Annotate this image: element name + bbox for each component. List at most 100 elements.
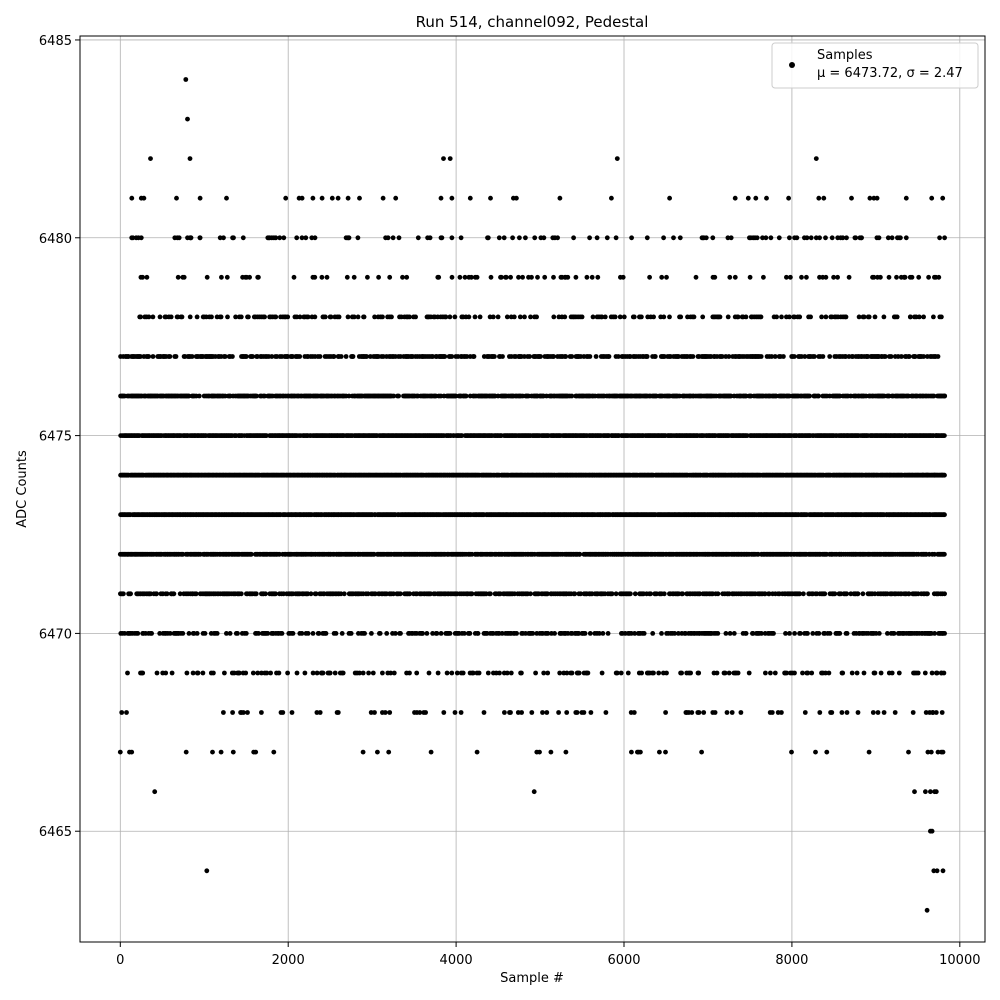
- data-point: [798, 631, 803, 636]
- data-point: [696, 670, 702, 676]
- data-point: [672, 631, 677, 636]
- data-point: [746, 670, 752, 676]
- data-point: [221, 710, 226, 715]
- data-point: [855, 710, 861, 715]
- data-point: [823, 670, 828, 676]
- data-point: [766, 591, 772, 597]
- data-point: [196, 393, 202, 399]
- data-point: [366, 670, 371, 676]
- data-point: [544, 710, 550, 715]
- data-point: [362, 631, 367, 636]
- data-point: [230, 354, 235, 359]
- data-point: [302, 670, 308, 676]
- data-point: [792, 670, 797, 676]
- data-point: [500, 354, 505, 359]
- data-point: [186, 631, 192, 636]
- data-point: [338, 354, 344, 359]
- data-point: [870, 710, 876, 715]
- data-point: [769, 710, 775, 715]
- data-point: [891, 631, 897, 636]
- data-point: [578, 591, 584, 597]
- data-point: [676, 631, 681, 636]
- data-point: [807, 393, 812, 399]
- data-point: [906, 591, 912, 597]
- data-point: [844, 710, 850, 715]
- data-point: [121, 591, 126, 597]
- data-point: [657, 749, 662, 755]
- data-point: [628, 591, 633, 597]
- data-point: [210, 749, 215, 755]
- data-point: [360, 670, 366, 676]
- data-point: [772, 670, 778, 676]
- data-point: [800, 670, 805, 676]
- data-point: [231, 670, 237, 676]
- data-point: [317, 710, 323, 715]
- data-point: [576, 631, 582, 636]
- data-point: [263, 591, 268, 597]
- data-point: [860, 591, 866, 597]
- data-point: [372, 710, 377, 715]
- data-point: [659, 631, 664, 636]
- data-point: [502, 710, 507, 715]
- data-point: [576, 670, 582, 676]
- data-point: [314, 710, 320, 715]
- data-point: [528, 591, 533, 597]
- data-point: [699, 749, 704, 755]
- data-point: [557, 670, 563, 676]
- data-point: [393, 631, 398, 636]
- data-point: [377, 631, 383, 636]
- data-point: [680, 591, 685, 597]
- data-point: [569, 354, 575, 359]
- data-point: [759, 631, 764, 636]
- data-point: [768, 670, 773, 676]
- data-point: [461, 631, 467, 636]
- data-point: [253, 749, 259, 755]
- data-point: [368, 710, 374, 715]
- data-point: [285, 670, 290, 676]
- data-point: [564, 710, 570, 715]
- data-point: [398, 631, 403, 636]
- data-point: [540, 710, 545, 715]
- data-point: [896, 670, 902, 676]
- data-point: [809, 670, 815, 676]
- data-point: [802, 710, 808, 715]
- data-point: [313, 591, 319, 597]
- data-point: [169, 670, 175, 676]
- data-point: [435, 670, 441, 676]
- data-point: [173, 354, 179, 359]
- data-point: [826, 670, 832, 676]
- data-point: [652, 354, 658, 359]
- data-point: [211, 670, 216, 676]
- data-point: [280, 710, 286, 715]
- data-point: [224, 631, 229, 636]
- data-point: [783, 631, 788, 636]
- data-point: [249, 551, 254, 557]
- data-point: [844, 631, 850, 636]
- data-point: [750, 631, 756, 636]
- data-points: [117, 77, 948, 913]
- data-point: [504, 670, 510, 676]
- data-point: [861, 670, 867, 676]
- data-point: [866, 749, 872, 755]
- data-point: [569, 670, 575, 676]
- data-point: [541, 670, 547, 676]
- data-point: [942, 591, 947, 597]
- data-point: [305, 631, 311, 636]
- data-point: [563, 749, 569, 755]
- data-point: [434, 631, 440, 636]
- data-point: [343, 354, 349, 359]
- data-point: [805, 670, 811, 676]
- data-point: [375, 749, 380, 755]
- data-point: [878, 670, 884, 676]
- data-point: [832, 591, 838, 597]
- data-point: [294, 670, 300, 676]
- data-point: [664, 670, 669, 676]
- data-point: [338, 591, 344, 597]
- data-point: [163, 670, 169, 676]
- data-point: [839, 710, 845, 715]
- data-point: [519, 710, 524, 715]
- data-point: [428, 749, 434, 755]
- data-point: [243, 354, 249, 359]
- data-point: [641, 631, 647, 636]
